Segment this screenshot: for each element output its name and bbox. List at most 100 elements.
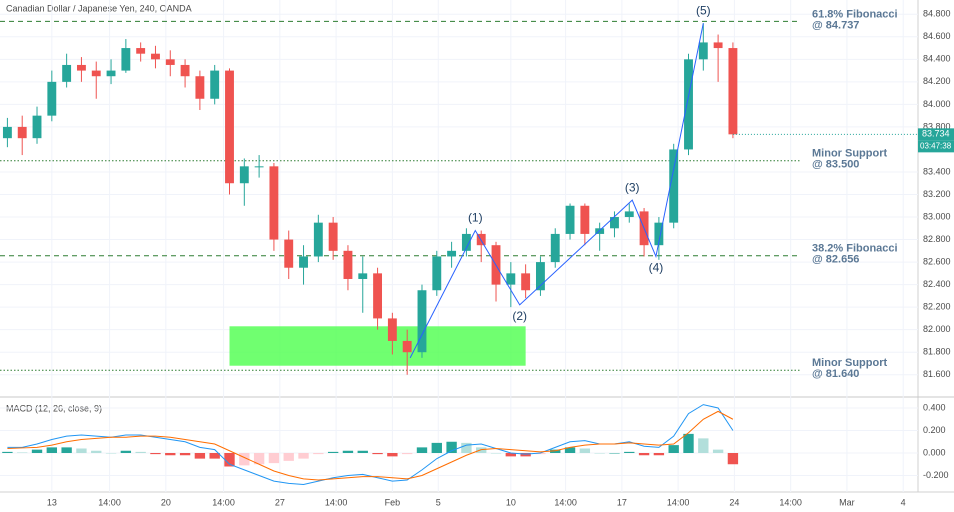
candle-body	[106, 70, 116, 77]
histogram-bar	[476, 447, 487, 453]
candle-body	[313, 222, 323, 257]
candle-body	[402, 340, 412, 353]
histogram-bar	[505, 453, 517, 457]
y-tick-label: -0.200	[923, 470, 949, 480]
histogram-bar	[357, 450, 368, 453]
candle-body	[654, 222, 664, 246]
y-tick-label: 82.600	[923, 256, 951, 266]
level-label: @ 81.640	[812, 368, 859, 380]
level-label: @ 84.737	[812, 19, 859, 31]
wave-label: (5)	[696, 3, 711, 17]
candle-body	[417, 290, 427, 353]
histogram-bar	[2, 451, 13, 453]
histogram-bar	[609, 453, 620, 454]
candle-body	[506, 273, 516, 285]
y-tick-label: 82.200	[923, 302, 951, 312]
histogram-bar	[268, 453, 280, 464]
candle-body	[432, 256, 442, 291]
candle-body	[328, 222, 338, 251]
y-tick-label: 82.000	[923, 324, 951, 334]
candle-body	[121, 48, 131, 71]
x-tick-label: Feb	[385, 497, 401, 507]
histogram-bar	[564, 447, 576, 453]
chart-title: Canadian Dollar / Japanese Yen, 240, OAN…	[6, 3, 192, 13]
x-tick-label: 13	[47, 497, 57, 507]
candle-body	[713, 42, 723, 49]
histogram-bar	[446, 441, 457, 453]
wave-label: (3)	[625, 180, 640, 194]
candle-body	[239, 166, 249, 184]
level-label: @ 83.500	[812, 159, 859, 171]
y-tick-label: 84.400	[923, 54, 951, 64]
candle-body	[535, 262, 545, 291]
candle-body	[610, 217, 619, 229]
y-tick-label: 82.400	[923, 279, 951, 289]
histogram-bar	[712, 449, 724, 453]
candle-body	[225, 70, 234, 184]
level-label: 61.8% Fibonacci	[812, 8, 898, 20]
histogram-bar	[61, 447, 72, 453]
timer-label: 03:47:38	[920, 141, 952, 150]
candle-body	[565, 205, 575, 234]
candle-body	[62, 64, 72, 82]
histogram-bar	[165, 453, 176, 456]
candle-body	[254, 166, 264, 168]
histogram-bar	[224, 453, 235, 467]
candle-body	[358, 273, 368, 279]
histogram-bar	[342, 450, 354, 453]
y-tick-label: 84.200	[923, 76, 951, 86]
level-label: Minor Support	[812, 357, 887, 369]
wave-label: (4)	[649, 261, 664, 275]
wave-line	[409, 23, 704, 359]
candle-body	[47, 81, 57, 116]
x-tick-label: 5	[436, 497, 441, 507]
y-tick-label: 0.400	[923, 402, 946, 412]
x-tick-label: 24	[729, 497, 739, 507]
candle-body	[521, 273, 531, 291]
histogram-bar	[431, 442, 442, 453]
histogram-bar	[401, 453, 413, 455]
candle-body	[180, 64, 190, 77]
y-tick-label: 81.800	[923, 347, 951, 357]
histogram-bar	[46, 447, 58, 453]
wave-label: (2)	[512, 309, 527, 323]
histogram-bar	[520, 453, 531, 457]
y-tick-label: 81.600	[923, 369, 951, 379]
histogram-bar	[31, 449, 43, 453]
candle-body	[550, 233, 560, 263]
candle-body	[165, 59, 175, 65]
macd-line	[7, 410, 734, 481]
y-tick-label: 84.600	[923, 31, 951, 41]
y-tick-label: 83.000	[923, 211, 951, 221]
candle-body	[269, 166, 279, 240]
histogram-bar	[594, 453, 605, 454]
candle-body	[373, 273, 383, 319]
x-tick-label: 20	[161, 497, 171, 507]
candle-body	[32, 115, 42, 139]
histogram-bar	[579, 448, 591, 453]
x-tick-label: Mar	[839, 497, 855, 507]
y-tick-label: 0.000	[923, 447, 946, 457]
histogram-bar	[624, 451, 635, 453]
histogram-bar	[653, 453, 665, 456]
candle-body	[91, 70, 101, 77]
candle-body	[2, 126, 12, 139]
y-tick-label: 83.400	[923, 166, 951, 176]
y-tick-label: 83.800	[923, 121, 951, 131]
histogram-bar	[550, 449, 561, 453]
histogram-bar	[194, 453, 206, 459]
level-label: 38.2% Fibonacci	[812, 243, 898, 255]
histogram-bar	[283, 453, 294, 461]
histogram-bar	[76, 448, 87, 453]
candle-body	[151, 53, 160, 60]
candle-body	[387, 318, 397, 341]
x-tick-label: 14:00	[325, 497, 348, 507]
histogram-bar	[461, 442, 472, 453]
candle-body	[284, 239, 294, 268]
histogram-bar	[105, 453, 117, 454]
histogram-bar	[698, 438, 709, 453]
histogram-bar	[239, 453, 250, 466]
x-tick-label: 10	[506, 497, 516, 507]
support-zone	[229, 326, 526, 366]
